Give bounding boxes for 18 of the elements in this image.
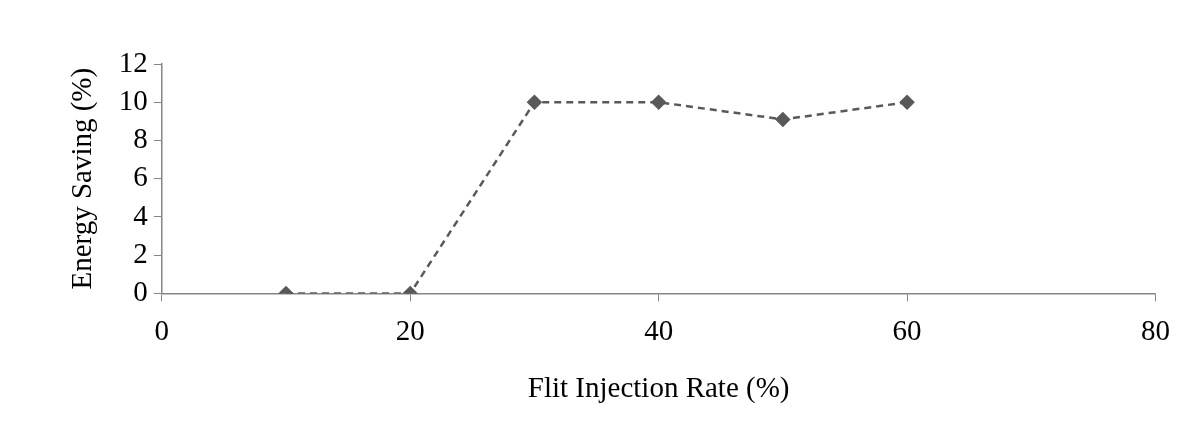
y-tick-label: 12 xyxy=(118,45,148,78)
point xyxy=(775,112,791,127)
y-tick-label: 4 xyxy=(133,198,149,231)
x-tick-label: 20 xyxy=(395,314,425,347)
y-tick-label: 6 xyxy=(133,160,148,193)
point xyxy=(651,94,666,110)
x-tick-label: 60 xyxy=(892,314,922,347)
y-tick-label: 2 xyxy=(133,236,148,269)
point xyxy=(527,94,542,110)
x-tick-label: 0 xyxy=(154,314,170,347)
point xyxy=(899,94,915,110)
x-axis-title: Flit Injection Rate (%) xyxy=(527,371,790,405)
y-tick-label: 8 xyxy=(133,122,148,155)
x-tick-label: 80 xyxy=(1141,314,1170,347)
x-tick-label: 40 xyxy=(644,314,674,347)
y-tick-label: 10 xyxy=(118,83,148,116)
y-tick-label: 0 xyxy=(133,275,148,308)
y-axis-title: Energy Saving (%) xyxy=(65,67,99,290)
